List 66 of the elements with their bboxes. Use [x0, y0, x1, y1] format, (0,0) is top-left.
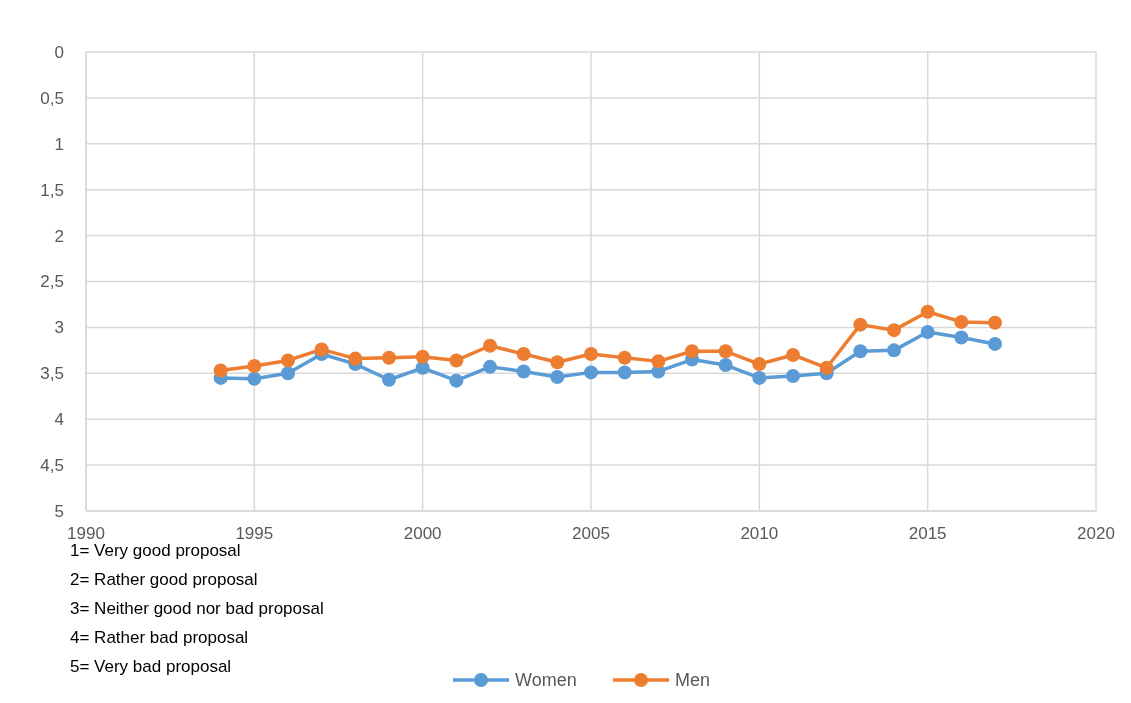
point: [786, 369, 800, 384]
point: [887, 323, 901, 338]
point: [281, 366, 295, 381]
point: [314, 342, 329, 357]
x-tick-label: 1990: [67, 524, 105, 543]
y-tick-label: 3: [54, 318, 64, 338]
point: [617, 365, 632, 380]
x-tick-label: 2010: [740, 524, 779, 543]
point: [247, 358, 262, 373]
point: [617, 350, 632, 365]
legend-label: Men: [675, 670, 711, 691]
point: [516, 364, 531, 379]
point: [584, 347, 598, 362]
y-tick-label: 0: [54, 42, 64, 62]
point: [550, 355, 565, 370]
point: [786, 347, 800, 362]
point: [550, 369, 565, 384]
point: [718, 344, 733, 359]
point: [954, 330, 969, 345]
x-tick-label: 2000: [403, 524, 442, 543]
point: [685, 344, 699, 359]
point: [483, 359, 497, 374]
point: [651, 354, 666, 369]
point: [382, 350, 396, 365]
x-tick-label: 2020: [1077, 524, 1115, 543]
point: [920, 324, 935, 339]
point: [483, 338, 497, 353]
text: 4= Rather bad proposal: [70, 628, 249, 647]
text: 3= Neither good nor bad proposal: [70, 599, 324, 618]
point: [887, 343, 901, 358]
point: [213, 363, 228, 378]
text: 2= Rather good proposal: [70, 570, 258, 589]
text: 5= Very bad proposal: [70, 657, 232, 676]
point: [516, 347, 531, 362]
point: [449, 373, 464, 388]
point: [247, 371, 262, 386]
x-tick-label: 2015: [908, 524, 947, 543]
y-tick-label: 4,5: [40, 456, 64, 476]
y-tick-label: 4: [54, 410, 64, 430]
point: [415, 349, 430, 364]
y-tick-label: 2: [54, 226, 64, 246]
point: [988, 336, 1002, 351]
point: [752, 357, 767, 372]
point: [382, 372, 396, 387]
point: [819, 360, 834, 375]
text: 1= Very good proposal: [70, 541, 241, 560]
point: [853, 344, 868, 359]
point: [954, 314, 969, 329]
y-tick-label: 3,5: [40, 364, 64, 384]
point: [718, 358, 733, 373]
point: [988, 315, 1002, 330]
y-tick-label: 0,5: [40, 88, 64, 108]
point: [853, 317, 868, 332]
point: [752, 370, 767, 385]
y-tick-label: 1: [54, 134, 64, 154]
point: [348, 351, 363, 366]
point: [281, 353, 295, 368]
point: [449, 353, 464, 368]
y-tick-label: 2,5: [40, 272, 64, 292]
point: [584, 365, 598, 380]
point: [920, 304, 935, 319]
legend-label: Women: [515, 670, 577, 691]
y-tick-label: 5: [54, 501, 64, 521]
x-tick-label: 1995: [235, 524, 274, 543]
x-tick-label: 2005: [572, 524, 610, 543]
y-tick-label: 1,5: [40, 180, 64, 200]
